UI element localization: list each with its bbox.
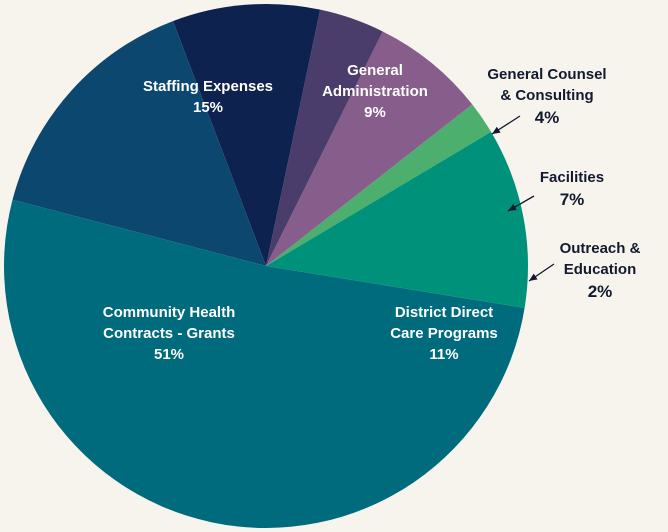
slice-value-general-administration: 9% [364,104,386,121]
arrowhead-outreach-and-education [529,273,538,281]
slice-label-general-counsel-and-consulting-line-1: General Counsel [487,66,606,83]
slice-value-staffing-expenses: 15% [193,99,223,116]
leader-arrows [491,115,555,282]
slice-labels: Outreach & Education 2% Facilities 7% General… [103,62,641,363]
slice-label-community-health-contracts-grants-line-2: Contracts - Grants [103,325,235,342]
pie-slice-staffing-expenses [12,21,266,266]
pie-slice-general-administration [172,4,321,266]
slice-label-facilities: Facilities [540,169,604,186]
arrowhead-general-counsel-and-consulting [492,126,501,134]
slice-label-district-direct-care-programs-line-2: Care Programs [390,325,498,342]
slice-value-district-direct-care-programs: 11% [429,346,458,363]
pie-slice-general-counsel-and-consulting [266,9,383,266]
slice-label-general-administration-line-2: Administration [322,83,428,100]
slice-label-community-health-contracts-grants-line-1: Community Health [103,304,236,321]
pie-slice-district-direct-care-programs [266,131,529,308]
slice-value-facilities: 7% [560,190,585,209]
pie-slice-outreach-and-education [266,104,492,267]
slice-label-outreach-and-education-line-1: Outreach & [560,240,641,257]
slice-value-outreach-and-education: 2% [588,282,613,301]
pie-slices [4,4,529,528]
slice-label-general-counsel-and-consulting-line-2: & Consulting [500,87,593,104]
slice-label-outreach-and-education-line-2: Education [564,261,637,278]
pie-slice-facilities [266,31,473,266]
slice-label-staffing-expenses: Staffing Expenses [143,78,273,95]
slice-label-district-direct-care-programs-line-1: District Direct [395,304,493,321]
slice-value-community-health-contracts-grants: 51% [154,346,184,363]
slice-value-general-counsel-and-consulting: 4% [535,108,560,127]
slice-label-general-administration-line-1: General [347,62,403,79]
pie-slice-community-health-contracts-grants [4,199,525,528]
arrowhead-facilities [508,203,517,211]
